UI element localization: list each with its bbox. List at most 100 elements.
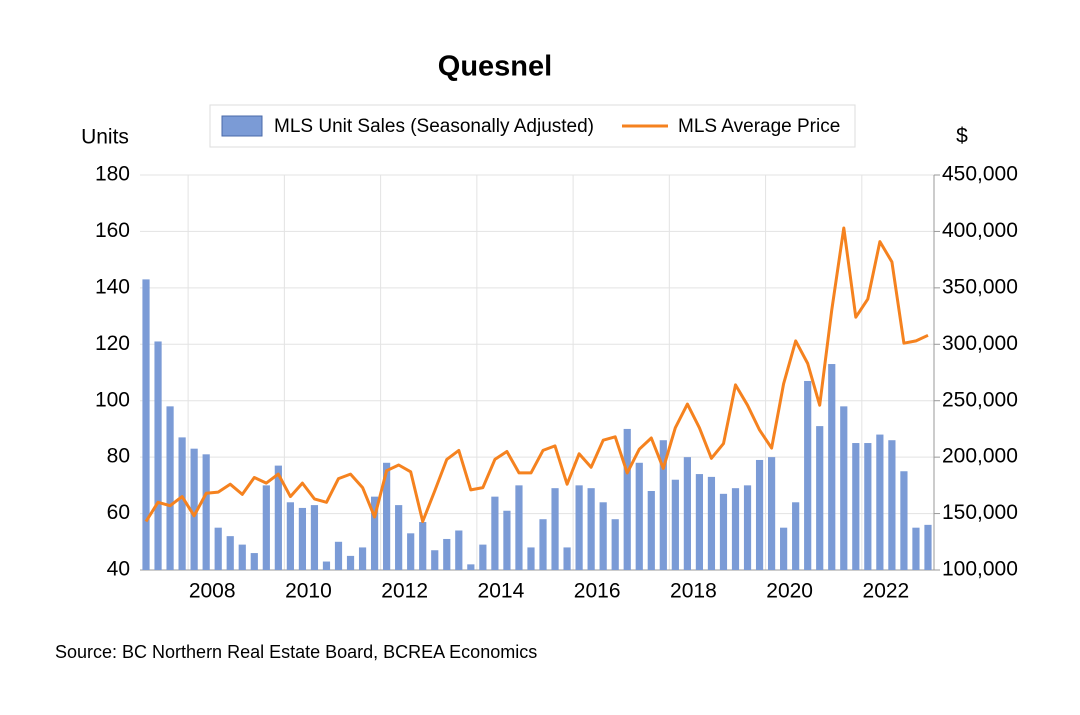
y-tick-label: 60 [107, 501, 130, 524]
bar [707, 476, 716, 570]
bar [900, 471, 908, 570]
bar [563, 547, 571, 570]
y2-tick-label: 150,000 [942, 501, 1018, 524]
bar [924, 524, 932, 570]
bar [274, 465, 282, 570]
y2-tick-label: 450,000 [942, 163, 1018, 186]
bar [599, 502, 607, 570]
legend-label: MLS Average Price [678, 116, 840, 137]
bar [767, 457, 776, 570]
bar [852, 443, 860, 570]
bar [671, 479, 679, 570]
y-tick-label: 140 [95, 275, 130, 298]
bar [587, 488, 595, 570]
chart-title: Quesnel [438, 51, 552, 83]
bar [743, 485, 752, 570]
y2-tick-label: 100,000 [942, 558, 1018, 581]
y-tick-label: 160 [95, 219, 130, 242]
bar [178, 437, 186, 570]
bar [864, 443, 872, 570]
bar [154, 341, 162, 570]
x-tick-label: 2010 [285, 580, 332, 603]
legend-swatch [221, 115, 263, 137]
bar [635, 462, 643, 570]
bar [286, 502, 294, 570]
bar [250, 553, 258, 570]
bar [575, 485, 583, 570]
x-tick-label: 2018 [670, 580, 717, 603]
bar [695, 474, 704, 570]
bar [166, 406, 174, 570]
bar [719, 493, 728, 570]
bar [298, 507, 307, 570]
y-axis-label: Units [81, 126, 129, 149]
bar [491, 496, 499, 570]
bar [479, 544, 487, 570]
x-tick-label: 2022 [863, 580, 910, 603]
y2-tick-label: 350,000 [942, 275, 1018, 298]
x-tick-label: 2020 [766, 580, 813, 603]
bar [226, 536, 234, 570]
y2-tick-label: 300,000 [942, 332, 1018, 355]
bar [322, 561, 331, 570]
bar [527, 547, 535, 570]
bar [467, 564, 475, 570]
bar [888, 440, 896, 570]
bar [623, 428, 631, 570]
bar [816, 426, 824, 570]
price-line [144, 226, 929, 523]
bar [238, 544, 246, 570]
y-tick-label: 100 [95, 388, 130, 411]
y2-tick-label: 250,000 [942, 388, 1018, 411]
bar [539, 519, 547, 570]
legend-label: MLS Unit Sales (Seasonally Adjusted) [274, 116, 594, 137]
bar [828, 364, 836, 570]
bar [383, 462, 391, 570]
x-tick-label: 2008 [189, 580, 236, 603]
legend-box [209, 104, 856, 148]
y-tick-label: 40 [107, 558, 130, 581]
bar [804, 380, 812, 570]
y-tick-label: 180 [95, 163, 130, 186]
y-tick-label: 120 [95, 332, 130, 355]
bar [659, 440, 667, 570]
bar [431, 550, 439, 570]
x-tick-label: 2014 [478, 580, 525, 603]
bar [419, 522, 427, 570]
bar [683, 457, 691, 570]
bar [334, 541, 343, 570]
bar [395, 505, 403, 570]
bar [611, 519, 619, 570]
bar [551, 488, 559, 570]
bar [202, 454, 210, 570]
bar [370, 496, 379, 570]
source-note: Source: BC Northern Real Estate Board, B… [55, 642, 537, 662]
y2-tick-label: 200,000 [942, 445, 1018, 468]
bar [262, 485, 270, 570]
bar [407, 533, 415, 570]
bar [358, 547, 367, 570]
x-tick-label: 2012 [381, 580, 428, 603]
y2-tick-label: 400,000 [942, 219, 1018, 242]
bar [755, 459, 764, 570]
bar [503, 510, 511, 570]
bar [792, 502, 800, 570]
bar [214, 527, 222, 570]
bar [840, 406, 848, 570]
bar [731, 488, 740, 570]
bar [647, 491, 655, 570]
bar [876, 434, 884, 570]
x-tick-label: 2016 [574, 580, 621, 603]
bar [455, 530, 463, 570]
bar [780, 527, 788, 570]
bar [190, 448, 198, 570]
y2-axis-label: $ [956, 125, 968, 148]
bar [443, 538, 451, 570]
bar [346, 555, 355, 570]
bar [310, 505, 319, 570]
bar [515, 485, 523, 570]
bar [142, 279, 150, 570]
y-tick-label: 80 [107, 445, 130, 468]
bar [912, 527, 920, 570]
